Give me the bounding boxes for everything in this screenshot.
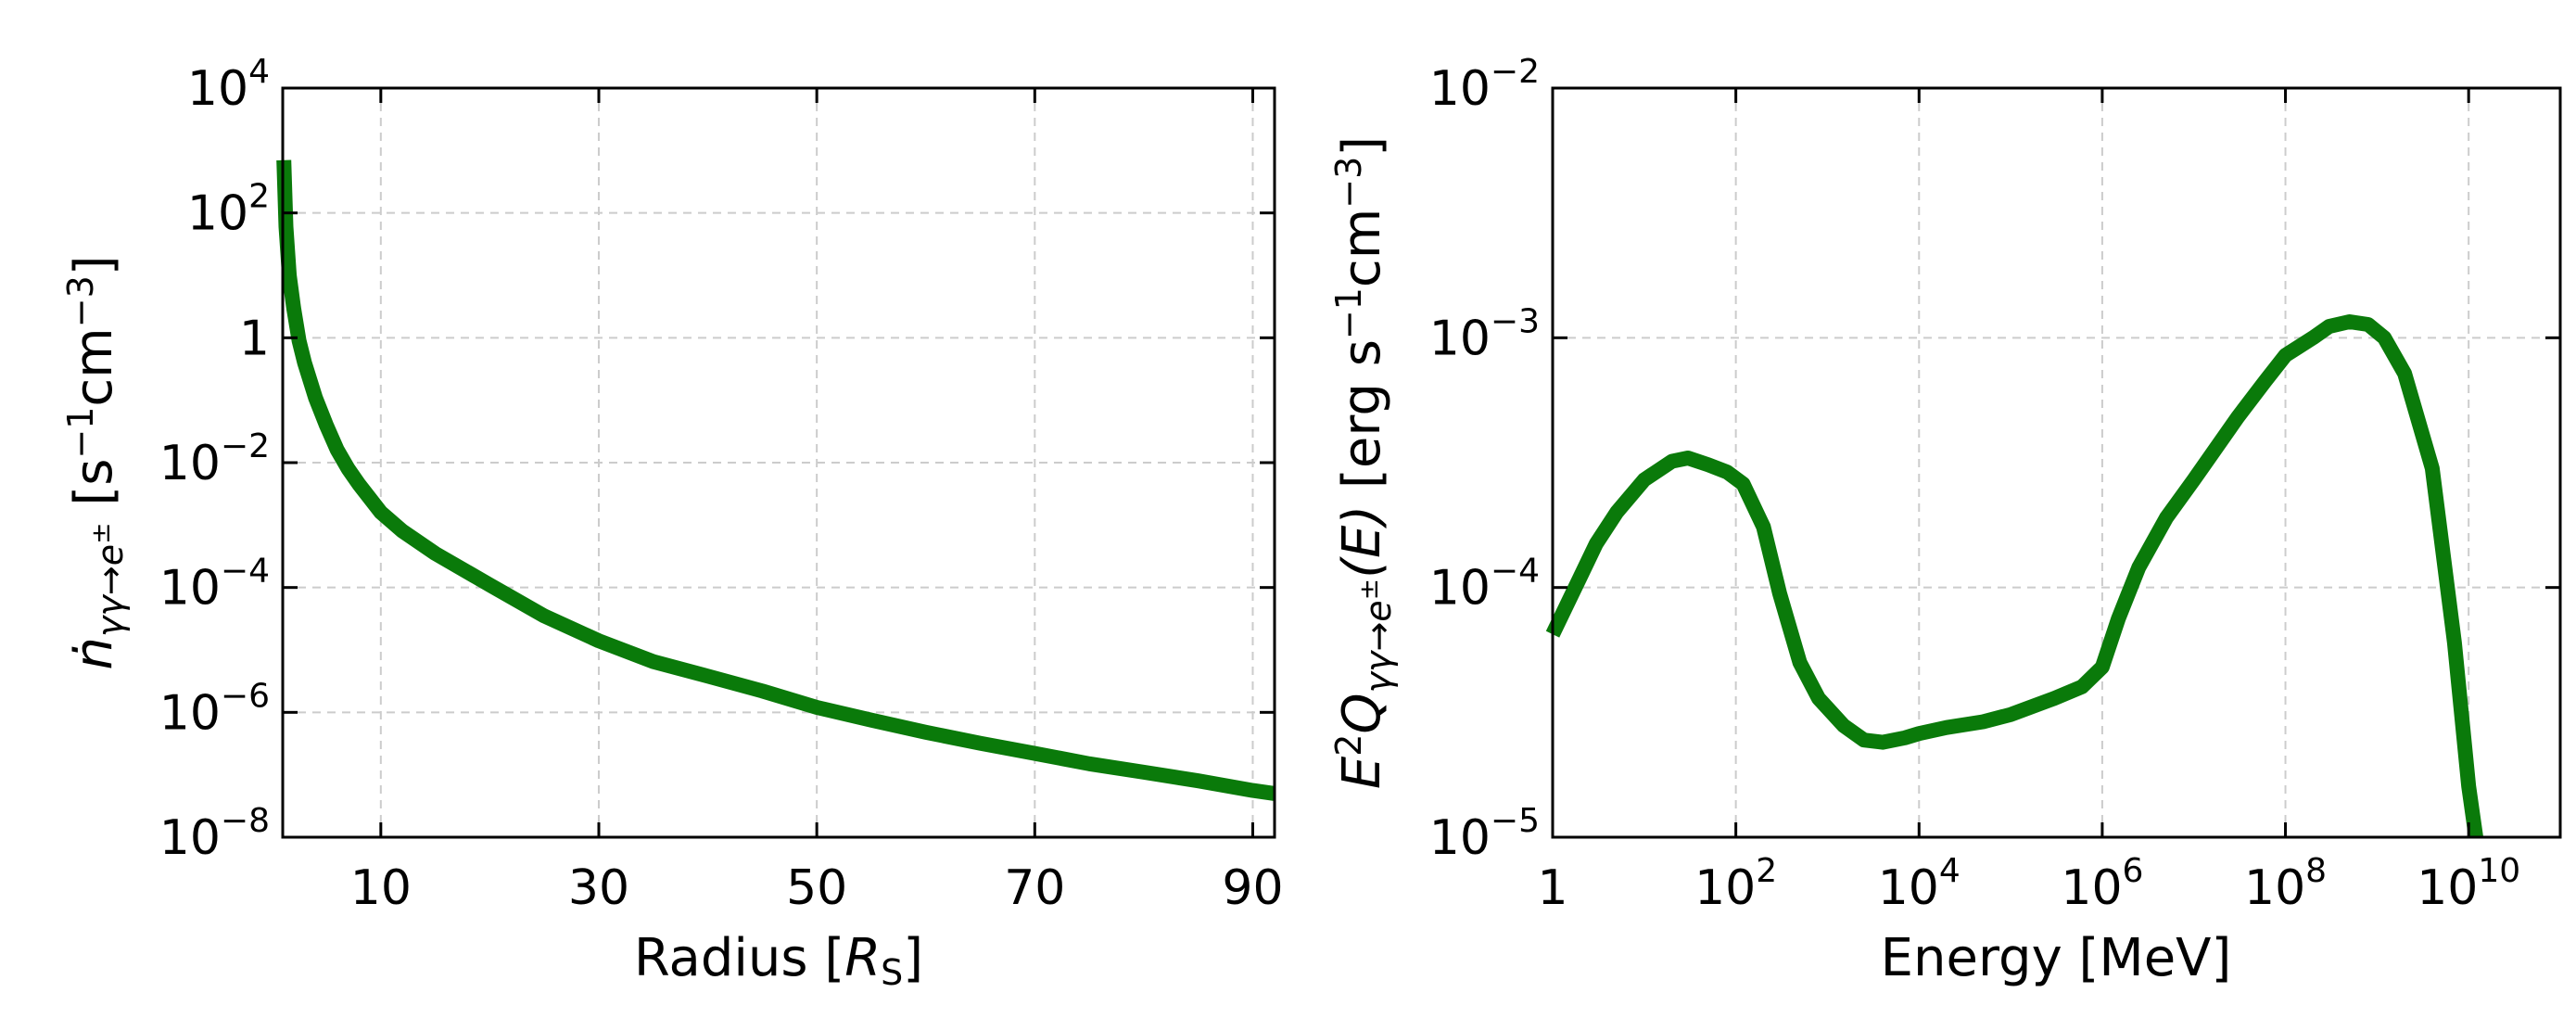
right-x-tick-labels: 1 102 104 106 108 1010 [1537,852,2520,916]
right-plot-frame [1551,86,2562,839]
right-y-tick-label: 10−2 [1429,53,1540,117]
right-y-tick-labels: 10−2 10−3 10−4 10−5 [1429,53,1540,866]
left-x-tick-label: 90 [1222,860,1283,916]
left-y-tick-label: 104 [187,53,270,117]
right-panel: 1 102 104 106 108 1010 10−2 10−3 10−4 10−5 Energ… [1328,53,2562,988]
right-x-axis-title: Energy [MeV] [1881,928,2232,988]
left-x-tick-labels: 10 30 50 70 90 [350,860,1284,916]
right-x-tick-label: 106 [2061,852,2143,916]
left-y-tick-label: 1 [239,311,270,366]
left-x-tick-label: 30 [568,860,629,916]
left-panel: 10 30 50 70 90 104 102 1 10−2 10−4 10−6 10−8 Radiu… [60,53,1284,993]
left-tick-marks [283,86,1275,839]
left-y-tick-label: 10−4 [159,553,270,617]
left-series [276,159,1276,801]
right-series [1545,314,2483,839]
right-x-tick-label: 1010 [2417,852,2520,916]
left-x-tick-label: 50 [786,860,847,916]
right-x-tick-label: 108 [2244,852,2327,916]
left-y-tick-label: 102 [187,178,270,242]
right-x-tick-label: 102 [1694,852,1777,916]
left-series-line [276,159,1276,801]
right-y-tick-label: 10−5 [1429,802,1540,866]
right-y-tick-label: 10−4 [1429,553,1540,617]
right-y-tick-label: 10−3 [1429,302,1540,366]
right-series-line [1545,314,2483,839]
left-y-tick-labels: 104 102 1 10−2 10−4 10−6 10−8 [159,53,270,866]
left-y-axis-title: ṅγγ→e± [s−1cm−3] [60,255,131,669]
right-y-axis-title: E2Qγγ→e±(E) [erg s−1cm−3] [1328,136,1399,789]
left-x-axis-title: Radius [RS] [634,928,923,993]
right-x-tick-label: 1 [1537,860,1567,916]
right-x-tick-label: 104 [1878,852,1961,916]
right-tick-marks [1551,86,2560,839]
left-y-tick-label: 10−2 [159,427,270,491]
left-y-tick-label: 10−6 [159,677,270,741]
left-x-tick-label: 10 [350,860,412,916]
left-x-tick-label: 70 [1004,860,1065,916]
left-y-tick-label: 10−8 [159,802,270,866]
left-grid [283,87,1275,838]
